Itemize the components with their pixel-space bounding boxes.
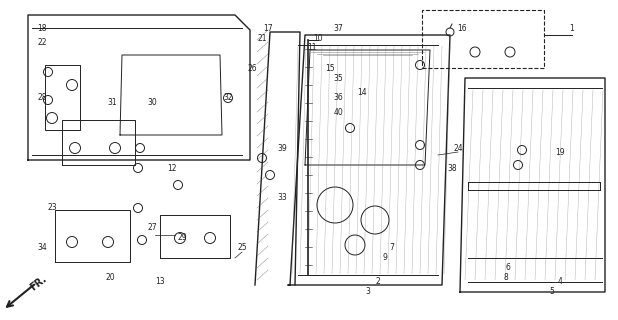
Text: 9: 9 <box>383 253 387 262</box>
Text: 4: 4 <box>557 277 562 286</box>
Text: 23: 23 <box>47 204 57 212</box>
Text: 28: 28 <box>37 93 47 102</box>
Text: 11: 11 <box>307 44 317 52</box>
Text: 13: 13 <box>155 277 165 286</box>
Text: 6: 6 <box>506 263 510 273</box>
Text: 29: 29 <box>177 234 187 243</box>
Text: 8: 8 <box>504 274 509 283</box>
Text: 34: 34 <box>37 244 47 252</box>
Text: 27: 27 <box>147 223 157 233</box>
Text: 12: 12 <box>167 164 177 172</box>
Text: 26: 26 <box>247 63 257 73</box>
Text: 35: 35 <box>333 74 343 83</box>
Text: 31: 31 <box>107 98 117 107</box>
Text: 3: 3 <box>366 287 370 297</box>
Text: 37: 37 <box>333 23 343 33</box>
Text: 32: 32 <box>223 93 233 102</box>
Text: 1: 1 <box>570 23 574 33</box>
Text: 21: 21 <box>257 34 267 43</box>
Text: 16: 16 <box>457 23 467 33</box>
Text: 19: 19 <box>555 148 565 156</box>
Text: 38: 38 <box>447 164 457 172</box>
Text: 15: 15 <box>325 63 335 73</box>
Text: 20: 20 <box>105 274 115 283</box>
Text: FR.: FR. <box>28 274 48 293</box>
Text: 2: 2 <box>376 277 380 286</box>
Text: 39: 39 <box>277 143 287 153</box>
Text: 25: 25 <box>237 244 247 252</box>
Text: 10: 10 <box>313 34 323 43</box>
Text: 5: 5 <box>549 287 554 297</box>
Text: 40: 40 <box>333 108 343 116</box>
Bar <box>422 10 544 68</box>
Text: 24: 24 <box>453 143 463 153</box>
Text: 22: 22 <box>37 37 47 46</box>
Text: 17: 17 <box>263 23 273 33</box>
Text: 33: 33 <box>277 194 287 203</box>
Text: 14: 14 <box>357 87 367 97</box>
Text: 30: 30 <box>147 98 157 107</box>
Bar <box>45 65 80 130</box>
Text: 18: 18 <box>37 23 47 33</box>
Text: 36: 36 <box>333 93 343 102</box>
Text: 7: 7 <box>389 244 394 252</box>
